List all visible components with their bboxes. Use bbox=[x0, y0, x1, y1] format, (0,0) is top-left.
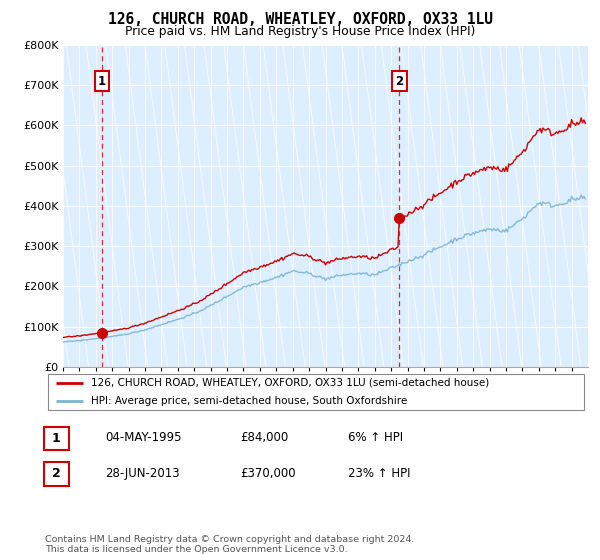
Text: 2: 2 bbox=[395, 74, 403, 87]
Text: Contains HM Land Registry data © Crown copyright and database right 2024.
This d: Contains HM Land Registry data © Crown c… bbox=[45, 535, 415, 554]
Text: 6% ↑ HPI: 6% ↑ HPI bbox=[348, 431, 403, 445]
Text: 23% ↑ HPI: 23% ↑ HPI bbox=[348, 466, 410, 480]
Text: £84,000: £84,000 bbox=[240, 431, 288, 445]
Text: 1: 1 bbox=[52, 432, 61, 445]
FancyBboxPatch shape bbox=[48, 374, 584, 410]
Text: 28-JUN-2013: 28-JUN-2013 bbox=[105, 466, 179, 480]
Text: 1: 1 bbox=[98, 74, 106, 87]
Text: 126, CHURCH ROAD, WHEATLEY, OXFORD, OX33 1LU: 126, CHURCH ROAD, WHEATLEY, OXFORD, OX33… bbox=[107, 12, 493, 27]
Text: 126, CHURCH ROAD, WHEATLEY, OXFORD, OX33 1LU (semi-detached house): 126, CHURCH ROAD, WHEATLEY, OXFORD, OX33… bbox=[91, 377, 490, 388]
Text: £370,000: £370,000 bbox=[240, 466, 296, 480]
Text: Price paid vs. HM Land Registry's House Price Index (HPI): Price paid vs. HM Land Registry's House … bbox=[125, 25, 475, 38]
Text: 2: 2 bbox=[52, 467, 61, 480]
Text: 04-MAY-1995: 04-MAY-1995 bbox=[105, 431, 182, 445]
Text: HPI: Average price, semi-detached house, South Oxfordshire: HPI: Average price, semi-detached house,… bbox=[91, 396, 407, 407]
